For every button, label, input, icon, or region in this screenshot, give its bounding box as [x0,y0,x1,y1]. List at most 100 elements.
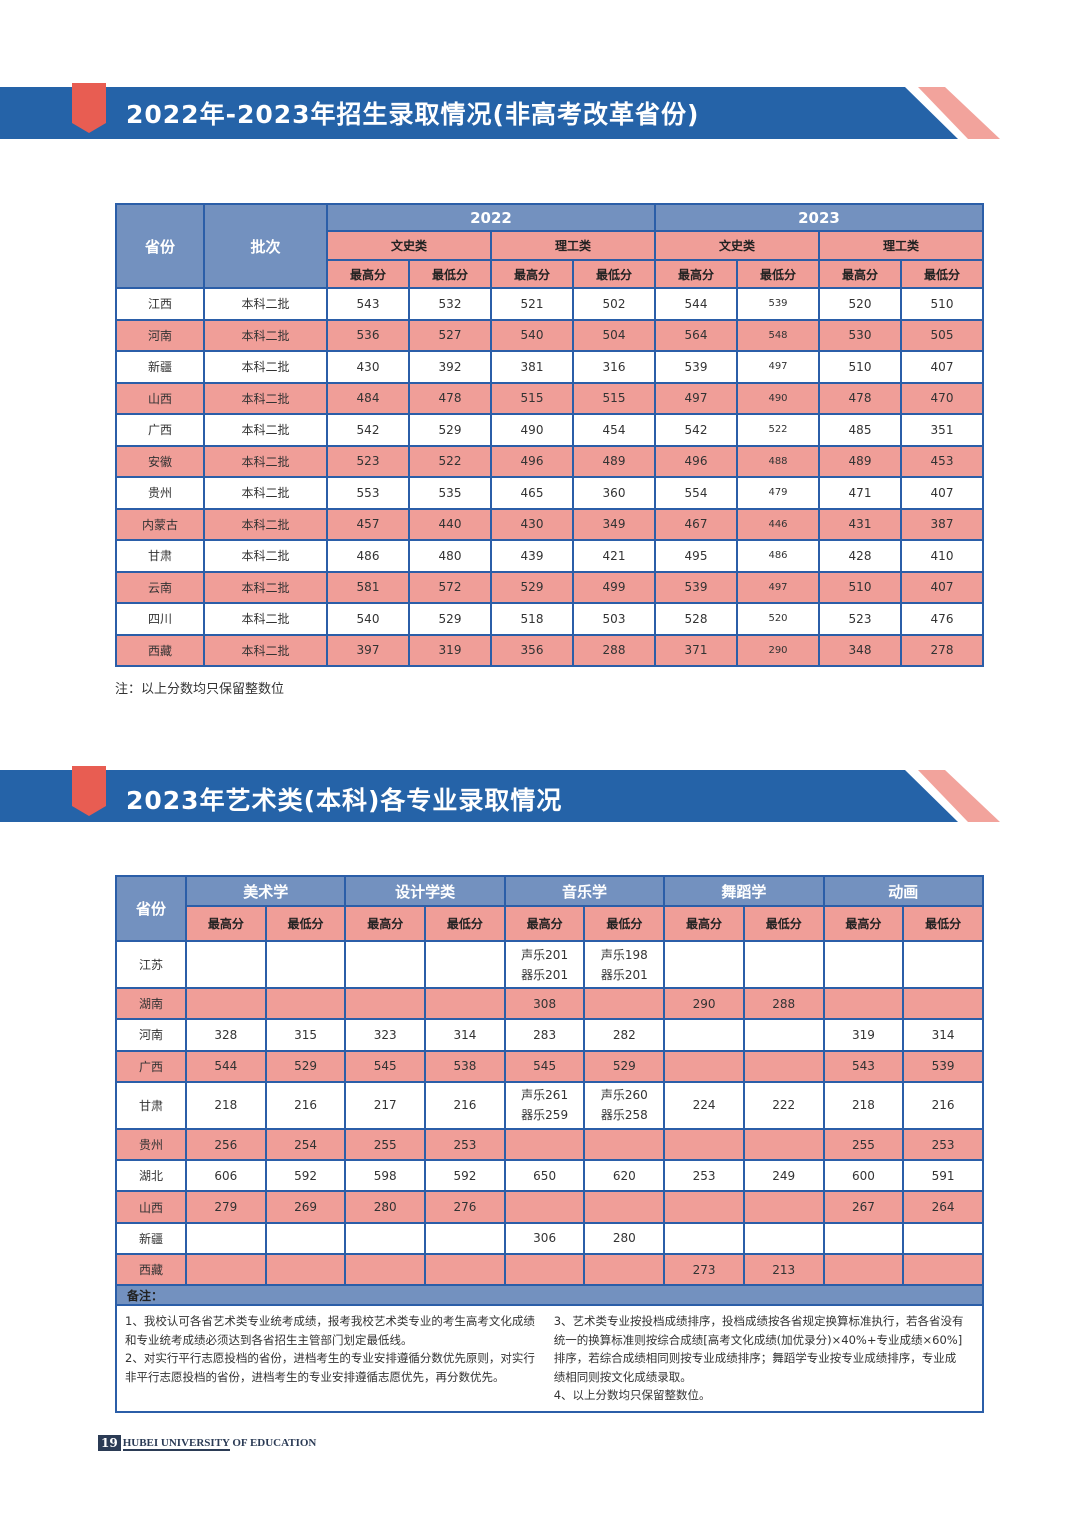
batch-cell: 本科二批 [203,476,328,510]
header-score-label: 最高分 [503,905,586,942]
score-cell: 471 [818,476,902,510]
province-cell: 云南 [115,570,205,604]
score-cell: 510 [818,350,902,384]
table-row: 湖南 308 290 288 [115,986,984,1021]
table-row: 最高分 最低分 最高分 最低分 最高分 最低分 最高分 最低分 最高分 最低分 [116,905,984,942]
score-cell [185,940,267,989]
table-row: 湖北 606 592 598 592 650 620 253 249 600 591 [115,1159,984,1193]
table-row: 最高分 最低分 最高分 最低分 最高分 最低分 最高分 最低分 [116,259,984,289]
table-row: 河南 本科二批 536 527 540 504 564 548 530 505 [115,318,984,352]
score-cell [902,1253,984,1287]
province-cell: 贵州 [115,476,205,510]
score-cell: 264 [902,1190,984,1224]
table-row: 广西 544 529 545 538 545 529 543 539 [115,1049,984,1083]
score-cell: 538 [424,1049,506,1083]
score-cell: 488 [736,444,820,478]
score-cell: 282 [583,1018,666,1052]
header-score-label: 最低分 [408,259,492,289]
header-score-label: 最高分 [663,905,745,942]
score-cell: 592 [424,1159,506,1193]
table-row: 江苏 声乐201 器乐201 声乐198 器乐201 [115,940,984,989]
score-cell: 529 [490,570,574,604]
score-cell [742,1127,825,1162]
score-cell: 530 [818,318,902,352]
province-cell: 山西 [115,1190,187,1224]
note-item: 4、以上分数均只保留整数位。 [553,1388,711,1403]
score-cell: 348 [818,633,902,667]
section-title: 2023年艺术类(本科)各专业录取情况 [126,786,563,815]
score-cell: 397 [326,633,410,667]
score-cell: 224 [663,1080,745,1130]
score-cell: 540 [490,318,574,352]
score-cell: 253 [902,1127,984,1162]
section1-banner: 2022年-2023年招生录取情况(非高考改革省份) [0,80,1080,140]
score-cell: 328 [185,1018,267,1052]
batch-cell: 本科二批 [203,507,328,541]
score-cell: 502 [572,287,656,321]
score-cell [902,1221,984,1256]
score-cell: 249 [742,1159,825,1193]
notes-column-left: 1、我校认可各省艺术类专业统考成绩，报考我校艺术类专业的考生高考文化成绩和专业统… [125,1312,537,1386]
header-major: 舞蹈学 [663,875,825,907]
score-cell: 319 [408,633,492,667]
header-score-label: 最高分 [818,259,902,289]
score-cell: 496 [654,444,738,478]
score-cell: 532 [408,287,492,321]
score-cell [583,1190,666,1224]
score-cell [185,986,267,1021]
province-cell: 湖南 [115,986,187,1021]
province-cell: 江苏 [115,940,187,989]
score-cell: 290 [736,633,820,667]
header-score-label: 最低分 [742,905,825,942]
batch-cell: 本科二批 [203,539,328,573]
table-row: 河南 328 315 323 314 283 282 319 314 [115,1018,984,1052]
score-cell [503,1190,586,1224]
score-cell: 542 [326,413,410,447]
province-cell: 四川 [115,602,205,636]
score-cell: 387 [900,507,984,541]
score-cell: 485 [818,413,902,447]
table-row: 云南 本科二批 581 572 529 499 539 497 510 407 [115,570,984,604]
header-major: 美术学 [184,875,347,907]
score-cell: 288 [742,986,825,1021]
header-score-label: 最低分 [902,905,984,942]
score-cell: 489 [818,444,902,478]
batch-cell: 本科二批 [203,444,328,478]
header-score-label: 最低分 [583,905,666,942]
score-cell: 510 [900,287,984,321]
score-cell: 440 [408,507,492,541]
province-cell: 湖北 [115,1159,187,1193]
score-cell: 478 [408,381,492,415]
score-cell [822,986,905,1021]
score-cell: 217 [344,1080,427,1130]
score-cell: 543 [822,1049,905,1083]
page-footer: 19 HUBEI UNIVERSITY OF EDUCATION [98,1432,316,1452]
score-cell: 273 [663,1253,745,1287]
score-cell: 256 [185,1127,267,1162]
score-cell [663,1018,745,1052]
province-cell: 西藏 [115,1253,187,1287]
header-score-label: 最低分 [736,259,820,289]
province-cell: 新疆 [115,350,205,384]
score-cell: 523 [326,444,410,478]
score-cell [424,940,506,989]
score-cell [663,1127,745,1162]
score-cell: 319 [822,1018,905,1052]
score-cell: 490 [490,413,574,447]
batch-cell: 本科二批 [203,318,328,352]
score-cell: 439 [490,539,574,573]
score-cell: 522 [736,413,820,447]
score-cell [264,1221,347,1256]
province-cell: 安徽 [115,444,205,478]
score-cell: 606 [185,1159,267,1193]
section-title: 2022年-2023年招生录取情况(非高考改革省份) [126,100,700,129]
score-cell: 288 [572,633,656,667]
score-cell: 216 [902,1080,984,1130]
score-cell: 521 [490,287,574,321]
score-cell: 407 [900,476,984,510]
score-cell: 216 [424,1080,506,1130]
score-cell: 218 [185,1080,267,1130]
score-cell: 553 [326,476,410,510]
table-row: 江西 本科二批 543 532 521 502 544 539 520 510 [115,287,984,321]
score-cell [663,1190,745,1224]
